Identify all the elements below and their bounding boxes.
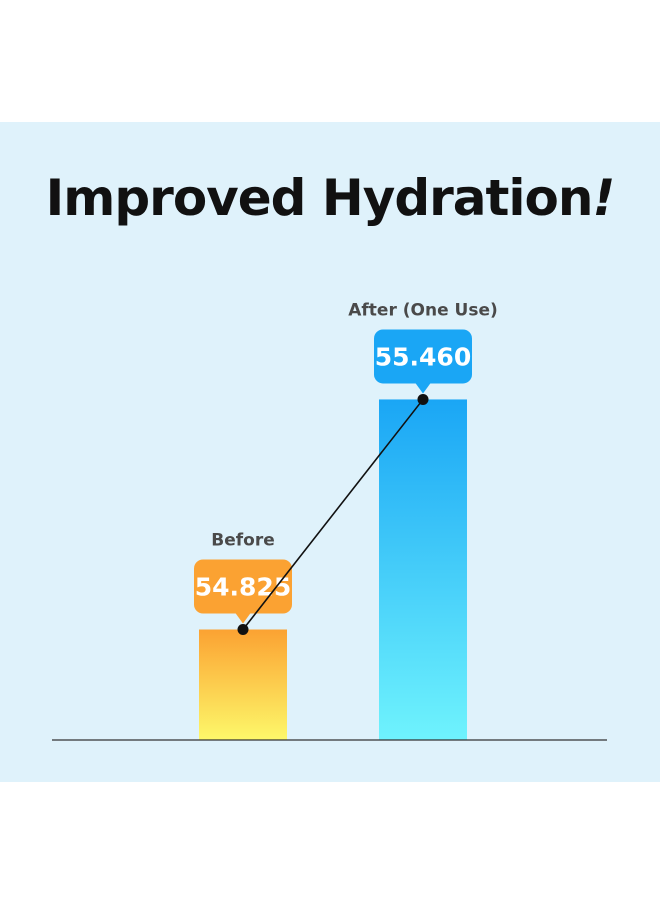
data-label-after: 55.460 bbox=[375, 342, 471, 371]
chart-background bbox=[0, 122, 660, 782]
value-badge-pointer-after bbox=[415, 382, 431, 394]
chart-title-exclamation: ! bbox=[592, 169, 616, 227]
connector-point-after bbox=[417, 393, 429, 405]
connector-point-before bbox=[237, 624, 249, 635]
bar-before bbox=[199, 629, 287, 740]
value-badge-pointer-before bbox=[235, 612, 251, 624]
data-label-before: 54.825 bbox=[195, 573, 291, 602]
connector-line bbox=[242, 398, 424, 630]
category-label-before: Before bbox=[211, 531, 274, 551]
chart-title-text: Improved Hydration bbox=[45, 169, 594, 227]
value-badge-before bbox=[194, 559, 292, 614]
bar-after bbox=[379, 399, 467, 740]
chart-title: Improved Hydration! bbox=[0, 168, 660, 228]
value-badge-after bbox=[374, 329, 472, 384]
category-label-after: After (One Use) bbox=[348, 300, 498, 320]
